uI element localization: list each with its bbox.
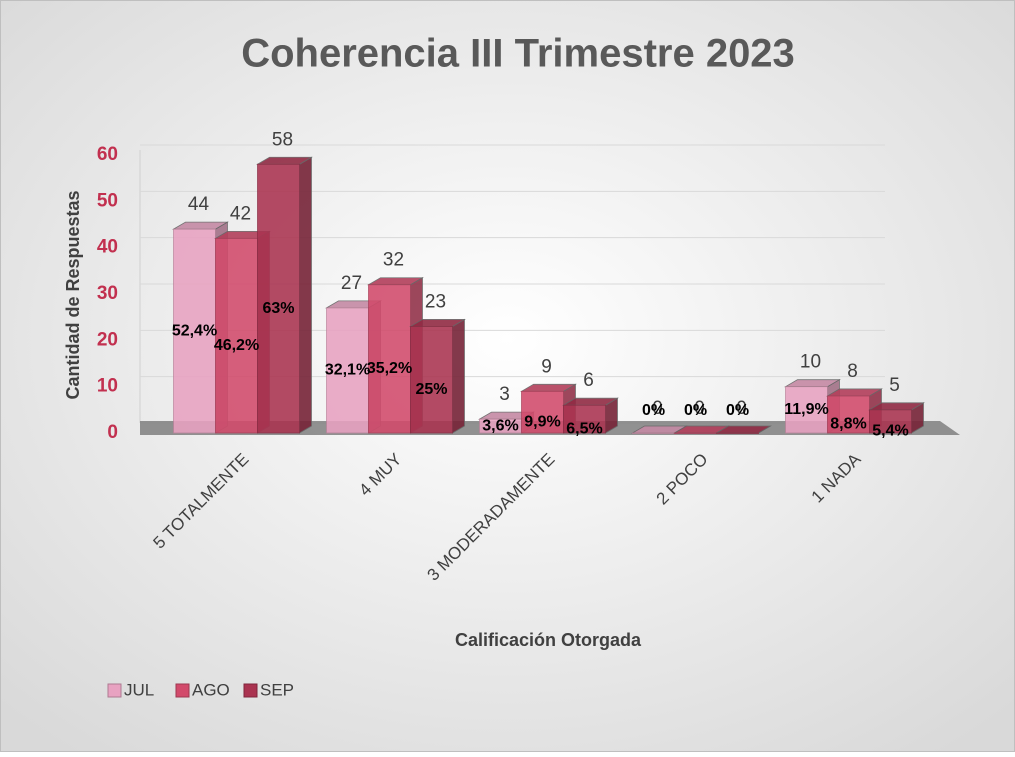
bar <box>827 395 870 434</box>
percent-label: 5,4% <box>872 423 908 440</box>
value-label: 0 <box>694 398 705 419</box>
percent-label: 63% <box>262 300 294 317</box>
bar <box>368 284 411 434</box>
value-label: 10 <box>800 352 821 373</box>
bar <box>215 237 258 434</box>
x-axis-title: Calificación Otorgada <box>455 630 642 650</box>
value-label: 27 <box>341 273 362 294</box>
bar <box>257 163 300 434</box>
percent-label: 0% <box>726 402 749 419</box>
value-label: 0 <box>652 398 663 419</box>
value-label: 5 <box>889 375 900 396</box>
y-tick-label: 50 <box>97 190 118 211</box>
percent-label: 8,8% <box>830 416 866 433</box>
legend-swatch <box>243 683 258 698</box>
value-label: 32 <box>383 250 404 271</box>
value-label: 6 <box>583 370 594 391</box>
y-tick-label: 20 <box>97 329 118 350</box>
legend-label: JUL <box>124 680 154 699</box>
legend-swatch <box>107 683 122 698</box>
bar <box>632 432 675 434</box>
value-label: 9 <box>541 356 552 377</box>
percent-label: 46,2% <box>214 337 259 354</box>
value-label: 42 <box>230 203 251 224</box>
legend-label: SEP <box>260 680 294 699</box>
percent-label: 6,5% <box>566 420 602 437</box>
value-label: 3 <box>499 384 510 405</box>
percent-label: 11,9% <box>784 401 828 418</box>
percent-label: 35,2% <box>367 360 412 377</box>
legend-swatch <box>175 683 190 698</box>
percent-label: 0% <box>642 402 665 419</box>
y-tick-label: 60 <box>97 144 118 165</box>
value-label: 23 <box>425 291 446 312</box>
value-label: 8 <box>847 361 858 382</box>
y-tick-label: 10 <box>97 376 118 397</box>
y-axis-title: Cantidad de Respuestas <box>63 190 83 399</box>
bar <box>563 404 606 434</box>
y-tick-label: 30 <box>97 283 118 304</box>
percent-label: 9,9% <box>524 413 560 430</box>
value-label: 0 <box>736 398 747 419</box>
legend-label: AGO <box>192 680 230 699</box>
bar <box>869 409 912 434</box>
value-label: 44 <box>188 194 210 215</box>
bar <box>785 386 828 434</box>
percent-label: 32,1% <box>325 362 370 379</box>
bar <box>674 432 717 434</box>
bar <box>410 326 453 434</box>
bar <box>521 390 564 434</box>
bar-side <box>452 318 465 434</box>
bar-side <box>299 156 312 434</box>
percent-label: 52,4% <box>172 322 217 339</box>
bar <box>173 228 216 434</box>
chart-title: Coherencia III Trimestre 2023 <box>241 32 795 76</box>
percent-label: 25% <box>415 381 447 398</box>
value-label: 58 <box>272 129 293 150</box>
y-tick-label: 40 <box>97 237 118 258</box>
y-tick-label: 0 <box>107 422 118 443</box>
bar <box>716 432 759 434</box>
percent-label: 3,6% <box>482 417 518 434</box>
bar <box>326 307 369 434</box>
percent-label: 0% <box>684 402 707 419</box>
